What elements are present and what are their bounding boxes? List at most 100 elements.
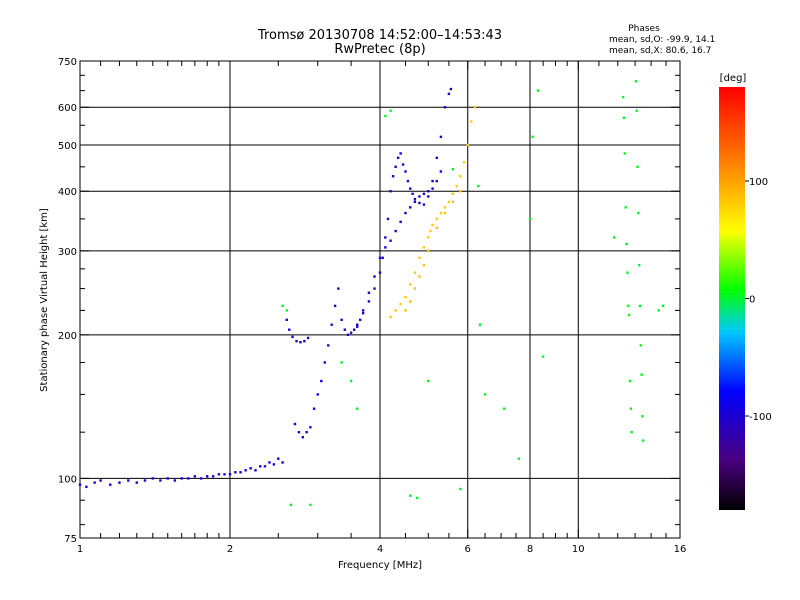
data-point [373, 275, 376, 278]
data-point [531, 135, 534, 139]
data-point [143, 479, 147, 482]
data-point [406, 179, 410, 183]
data-point [409, 187, 412, 190]
data-point [636, 165, 639, 169]
axis-ticks: 1 2 4 6 8 10 16 75 100 200 300 400 500 600 750 [58, 57, 686, 555]
data-point [358, 318, 362, 322]
data-point [413, 287, 417, 290]
data-point [361, 311, 365, 315]
data-point [288, 328, 291, 331]
data-point [630, 430, 633, 434]
data-point [337, 287, 340, 290]
data-points [78, 80, 665, 507]
data-point [373, 287, 376, 290]
data-point [409, 206, 412, 209]
data-point [422, 203, 426, 206]
data-point [384, 246, 387, 249]
data-point [637, 263, 641, 267]
data-point [638, 304, 642, 308]
data-point [355, 325, 359, 328]
data-point [340, 361, 343, 364]
data-point [355, 407, 359, 410]
data-point [642, 439, 645, 442]
data-point [427, 379, 430, 383]
data-point [323, 361, 327, 364]
data-point [478, 323, 482, 326]
phase-stats-heading: Phases [628, 24, 660, 34]
data-point [333, 304, 337, 308]
data-point [459, 190, 462, 193]
data-point [211, 475, 215, 478]
data-point [361, 309, 365, 312]
colorbar-tick-label: -100 [749, 412, 772, 423]
grid-lines [80, 61, 680, 538]
data-point [343, 328, 347, 331]
data-point [422, 246, 426, 249]
data-point [629, 407, 633, 410]
data-point [259, 465, 262, 468]
data-point [435, 179, 438, 183]
data-point [459, 175, 462, 178]
data-point [389, 190, 392, 193]
colorbar [719, 87, 745, 510]
x-tick-label: 2 [227, 544, 233, 555]
data-point [435, 226, 438, 230]
data-point [626, 271, 629, 274]
data-point [627, 304, 630, 308]
data-point [109, 483, 112, 486]
data-point [309, 426, 312, 429]
data-point [381, 256, 384, 260]
data-point [394, 229, 397, 233]
phase-stats-o: mean, sd,O: -99.9, 14.1 [609, 35, 715, 45]
data-point [528, 217, 532, 221]
data-point [180, 477, 183, 480]
data-point [346, 333, 350, 337]
data-point [367, 300, 371, 303]
data-point [349, 331, 353, 334]
data-point [193, 475, 197, 478]
x-tick-label: 8 [527, 544, 533, 555]
data-point [384, 114, 387, 118]
data-point [367, 291, 371, 294]
data-point [234, 471, 237, 474]
data-point [151, 477, 155, 480]
data-point [625, 242, 628, 246]
data-point [639, 344, 643, 347]
data-point [303, 339, 306, 343]
data-point [439, 170, 443, 173]
data-point [305, 430, 308, 434]
data-point [78, 483, 82, 486]
data-point [355, 323, 359, 326]
data-point [435, 156, 438, 160]
data-point [477, 184, 480, 188]
data-point [349, 379, 353, 383]
data-point [431, 179, 434, 183]
data-point [502, 407, 506, 410]
data-point [541, 355, 545, 358]
data-point [228, 473, 232, 476]
data-point [439, 135, 443, 139]
data-point [289, 503, 293, 507]
data-point [205, 475, 209, 478]
data-point [447, 92, 451, 96]
data-point [118, 481, 121, 484]
data-point [623, 152, 627, 155]
x-tick-label: 1 [77, 544, 83, 555]
data-point [239, 471, 242, 474]
data-point [628, 379, 632, 383]
data-point [459, 487, 462, 491]
data-point [635, 109, 638, 112]
y-tick-label: 500 [58, 141, 77, 152]
data-point [159, 479, 162, 482]
colorbar-tick-label: 0 [749, 295, 755, 306]
phase-stats-x: mean, sd,X: 80.6, 16.7 [609, 46, 711, 56]
data-point [166, 477, 169, 480]
y-tick-label: 300 [58, 247, 77, 258]
data-point [285, 309, 288, 312]
data-point [466, 143, 469, 147]
data-point [396, 156, 400, 160]
y-axis-label: Stationary phase Virtual Height [km] [39, 208, 50, 392]
data-point [173, 479, 177, 482]
x-tick-label: 6 [465, 544, 471, 555]
